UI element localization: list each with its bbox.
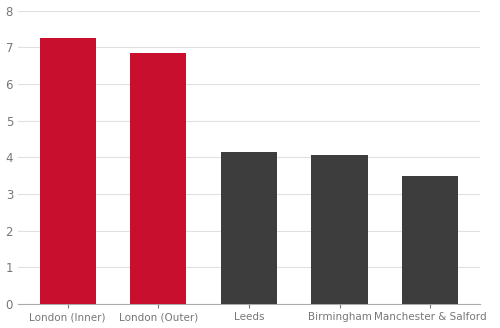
Bar <box>130 53 186 304</box>
Bar <box>40 38 96 304</box>
Bar <box>221 152 277 304</box>
Bar <box>312 155 368 304</box>
Bar <box>402 176 458 304</box>
